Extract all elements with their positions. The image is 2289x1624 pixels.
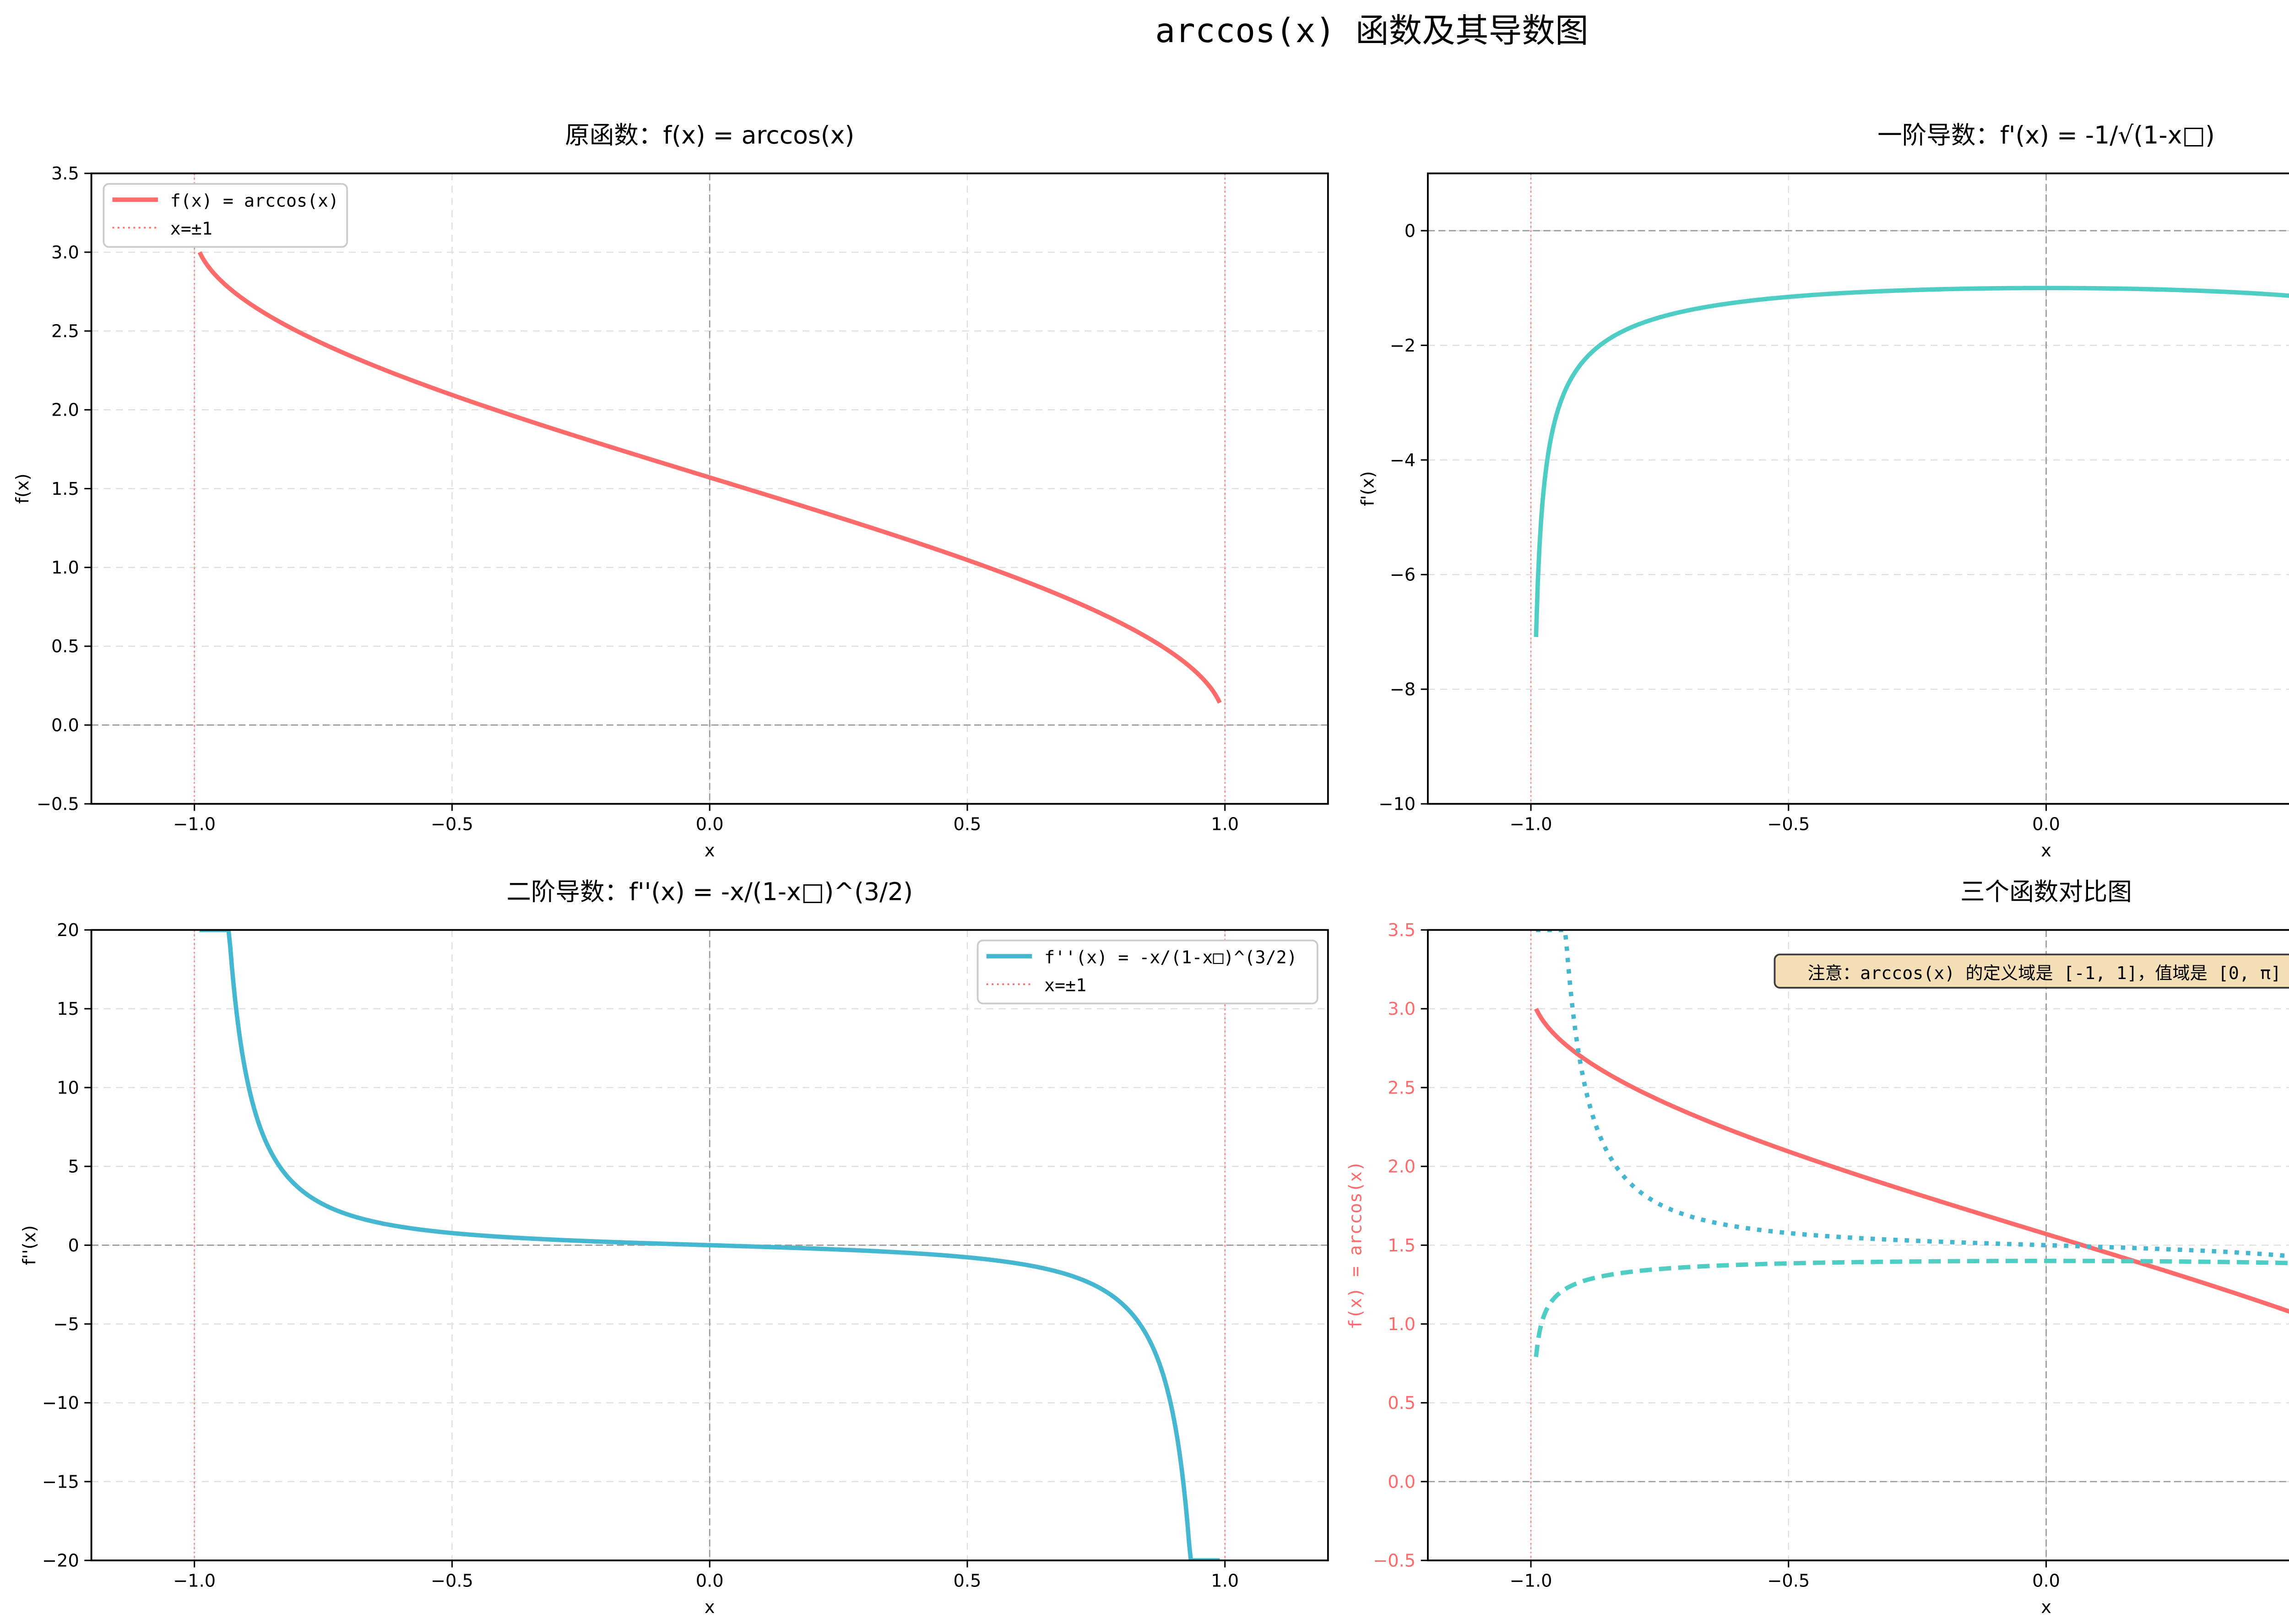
x-tick-label: 0.0 [696, 814, 724, 835]
panel-first-derivative: 一阶导数：f'(x) = -1/√(1-x□) x f'(x) −1.0 −0.5… [1357, 121, 2289, 861]
y-axis-label-left: f(x) = arccos(x) [1345, 1161, 1366, 1329]
legend-label-boundary: x=±1 [1044, 975, 1086, 996]
y-tick-label: 15 [57, 999, 79, 1019]
y-tick-label: 1.0 [51, 558, 79, 578]
panel-title: 二阶导数：f''(x) = -x/(1-x□)^(3/2) [506, 877, 913, 906]
y-axis-label: f''(x) [19, 1225, 40, 1265]
x-axis-label: x [705, 840, 715, 861]
legend-label-f: f(x) = arccos(x) [170, 190, 339, 211]
legend: f(x) = arccos(x) x=±1 [103, 183, 348, 248]
legend-label-fpp: f''(x) = -x/(1-x□)^(3/2) [1044, 947, 1297, 968]
y-tick-label: 2.5 [51, 321, 79, 342]
y-tick-label: −0.5 [37, 794, 79, 815]
annotation-text: 注意：arccos(x) 的定义域是 [-1, 1]，值域是 [0, π] [1807, 963, 2281, 984]
series-line-arccos [197, 251, 1222, 704]
x-tick-label: −0.5 [1767, 1570, 1810, 1591]
axes-frame [1427, 172, 2289, 805]
y-tick-label: 0.5 [51, 636, 79, 657]
y-tick-label: 1.0 [1388, 1314, 1416, 1335]
panel-title: 三个函数对比图 [1960, 877, 2132, 906]
x-tick-label: 1.0 [1211, 814, 1239, 835]
y-tick-label: −15 [42, 1472, 79, 1492]
series-line-d1 [1534, 1259, 2289, 1358]
y-tick-label: 1.5 [51, 479, 79, 499]
x-tick-label: −1.0 [1510, 814, 1552, 835]
x-tick-label: 0.5 [954, 1570, 982, 1591]
y-tick-label: 10 [57, 1077, 79, 1098]
y-tick-label: 0.0 [1388, 1472, 1416, 1492]
panel-title: 原函数：f(x) = arccos(x) [565, 121, 854, 150]
y-tick-label: −8 [1390, 679, 1416, 700]
y-tick-label: 20 [57, 920, 79, 941]
y-axis-label: f'(x) [1357, 471, 1378, 506]
x-tick-label: 0.5 [954, 814, 982, 835]
panel-comparison: 三个函数对比图 x f(x) = arccos(x) f'(x) 和 f''(x… [1345, 877, 2289, 1618]
y-tick-label: 0 [1405, 221, 1416, 241]
y-tick-label: 0.5 [1388, 1393, 1416, 1413]
x-tick-label: −0.5 [431, 814, 473, 835]
y-tick-label: 1.5 [1388, 1235, 1416, 1256]
x-tick-label: −1.0 [173, 814, 216, 835]
y-tick-label: 2.0 [51, 400, 79, 421]
y-tick-label: 3.5 [1388, 920, 1416, 941]
y-tick-label: 2.0 [1388, 1157, 1416, 1177]
plot-area: −1.0 −0.5 0.0 0.5 1.0 −20 −15 −10 −5 0 5 10 15 20 [42, 920, 1329, 1591]
y-tick-label: 0.0 [51, 715, 79, 736]
x-tick-label: 1.0 [1211, 1570, 1239, 1591]
x-tick-label: −1.0 [173, 1570, 216, 1591]
x-tick-label: −0.5 [1767, 814, 1810, 835]
y-tick-label: −4 [1390, 450, 1416, 471]
y-tick-label: −20 [42, 1550, 79, 1571]
panel-second-derivative: 二阶导数：f''(x) = -x/(1-x□)^(3/2) x f''(x) −… [19, 877, 1329, 1618]
y-tick-label: 3.0 [1388, 999, 1416, 1019]
y-tick-label: −10 [42, 1393, 79, 1413]
panel-original-function: 原函数：f(x) = arccos(x) x f(x) −1.0 −0.5 0.0 0… [12, 121, 1329, 861]
y-tick-label: 5 [68, 1157, 79, 1177]
legend-label-boundary: x=±1 [170, 219, 212, 239]
y-tick-label: −10 [1378, 794, 1416, 815]
plot-area: −1.0−0.50.00.51.0−10−8−6−4−20 [1378, 172, 2289, 835]
x-tick-label: −0.5 [431, 1570, 473, 1591]
y-tick-label: 3.5 [51, 163, 79, 184]
series-line-d2 [199, 930, 1220, 1561]
x-tick-label: 0.0 [2032, 814, 2060, 835]
plot-area: −1.0 −0.5 0.0 0.5 1.0 −0.5 0.0 0.5 1.0 1.5 2.0 2.5 3… [37, 163, 1329, 835]
y-axis-label: f(x) [12, 474, 33, 504]
plot-area: −1.0−0.50.00.51.0−0.50.00.51.01.52.02.53… [1373, 920, 2289, 1591]
y-tick-label: 3.0 [51, 242, 79, 263]
panel-title: 一阶导数：f'(x) = -1/√(1-x□) [1877, 121, 2215, 150]
figure-title: arccos(x) 函数及其导数图 [1155, 12, 1588, 50]
legend: f''(x) = -x/(1-x□)^(3/2) x=±1 [976, 939, 1318, 1005]
x-tick-label: 0.0 [2032, 1570, 2060, 1591]
y-tick-label: 2.5 [1388, 1077, 1416, 1098]
y-tick-label: −5 [53, 1314, 79, 1335]
x-tick-label: 0.0 [696, 1570, 724, 1591]
x-axis-label: x [705, 1597, 715, 1618]
x-tick-label: −1.0 [1510, 1570, 1552, 1591]
series-line-arccos [1534, 1007, 2289, 1314]
y-tick-label: −6 [1390, 565, 1416, 585]
series-line-d1 [1534, 286, 2289, 637]
x-axis-label: x [2041, 840, 2051, 861]
y-tick-label: 0 [68, 1235, 79, 1256]
y-tick-label: −0.5 [1373, 1550, 1416, 1571]
annotation-box: 注意：arccos(x) 的定义域是 [-1, 1]，值域是 [0, π] [1774, 953, 2289, 989]
x-axis-label: x [2041, 1597, 2051, 1618]
y-tick-label: −2 [1390, 336, 1416, 356]
